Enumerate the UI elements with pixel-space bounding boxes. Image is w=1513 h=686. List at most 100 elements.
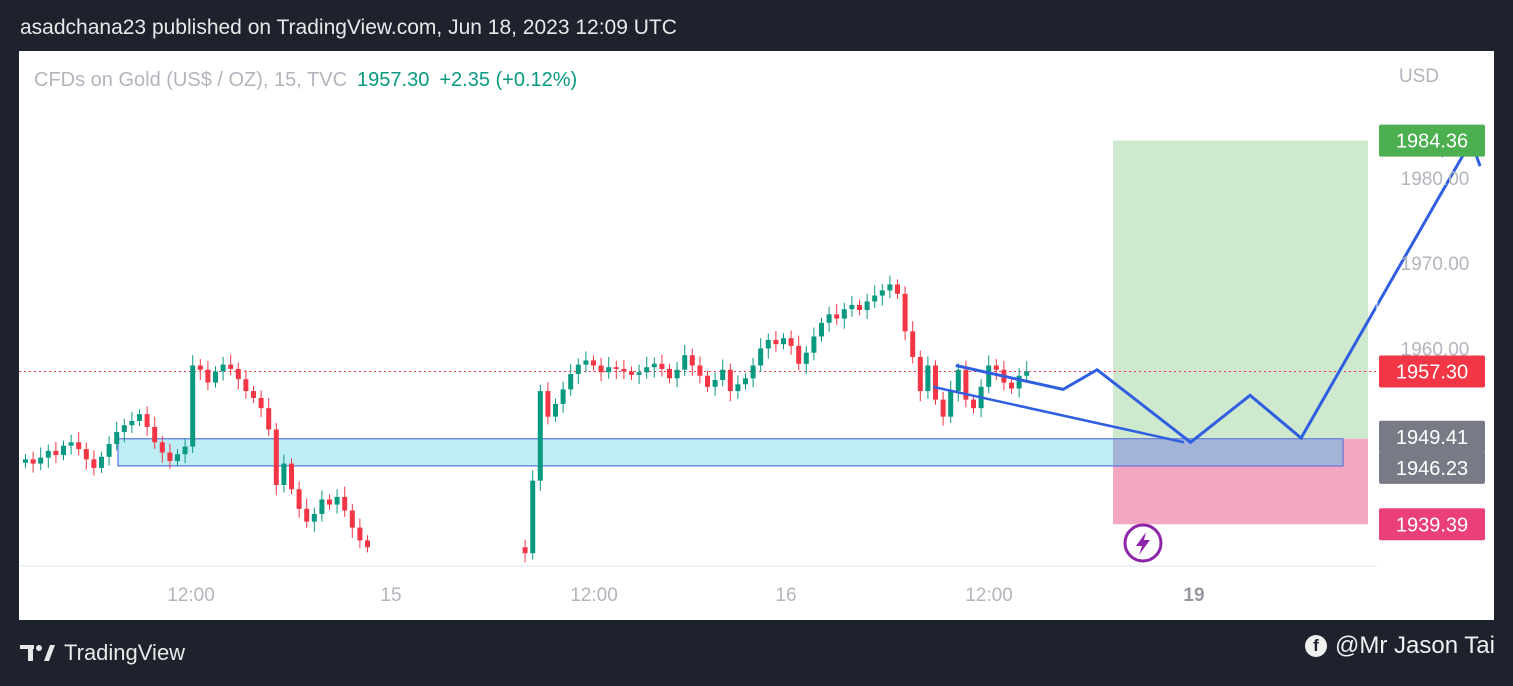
candle (61, 445, 66, 456)
candle (545, 391, 551, 417)
candle (91, 459, 97, 468)
candle (296, 489, 302, 509)
candle (537, 391, 543, 481)
price-label-text: 1939.39 (1396, 514, 1468, 536)
candle (121, 425, 127, 433)
candle (560, 389, 566, 404)
candle (522, 547, 528, 554)
candle (568, 374, 574, 390)
candle (334, 496, 340, 505)
candle (674, 369, 680, 379)
candle (811, 336, 817, 353)
candle (857, 304, 862, 311)
price-tick-label: 1970.00 (1401, 254, 1470, 275)
candle (895, 284, 900, 294)
projection-path[interactable] (955, 140, 1473, 445)
author-credit: f @Mr Jason Tai (1305, 632, 1495, 660)
time-tick-label: 16 (775, 585, 796, 606)
candle (971, 399, 976, 409)
price-label-text: 1984.36 (1396, 131, 1468, 153)
candle (553, 403, 558, 417)
candle (758, 348, 764, 366)
candle (251, 391, 256, 398)
symbol-legend: CFDs on Gold (US$ / OZ), 15, TVC 1957.30 +… (34, 69, 577, 92)
candle (682, 355, 688, 370)
candle (796, 345, 802, 364)
time-tick-label: 19 (1183, 585, 1204, 606)
facebook-icon: f (1305, 635, 1328, 657)
candle (636, 372, 642, 375)
time-tick-label: 12:00 (570, 585, 618, 606)
candle (243, 379, 249, 392)
candle (137, 414, 142, 421)
candle (159, 442, 165, 453)
candle (697, 365, 703, 376)
price-label-text: 1949.41 (1396, 427, 1468, 449)
candle (750, 365, 756, 379)
candle (735, 384, 741, 392)
candle (651, 363, 657, 368)
candle (76, 442, 82, 450)
candle (197, 365, 203, 370)
candle (53, 450, 59, 456)
bolt-icon-glyph (1136, 532, 1150, 555)
candle (689, 355, 695, 366)
candle (629, 371, 634, 375)
candle (910, 331, 916, 357)
candle (1024, 371, 1030, 376)
candle (1016, 375, 1022, 389)
tradingview-logo-icon (20, 645, 55, 661)
candle (948, 391, 954, 417)
candle (213, 371, 218, 383)
price-chart[interactable]: 1960.00 1970.00 1980.00 12:00 15 12:00 16 12:00… (19, 51, 1494, 620)
candle (38, 457, 44, 464)
chart-panel[interactable]: CFDs on Gold (US$ / OZ), 15, TVC 1957.30 +… (19, 51, 1494, 620)
time-tick-label: 15 (380, 585, 401, 606)
candle (834, 314, 840, 319)
tradingview-logo[interactable]: TradingView (20, 640, 185, 666)
candle (826, 314, 832, 323)
candle (235, 368, 241, 380)
candle (788, 338, 794, 346)
candle (175, 454, 180, 462)
candle (30, 459, 36, 464)
candle (220, 364, 226, 372)
trendline[interactable] (932, 385, 1185, 444)
candle (342, 496, 348, 511)
price-label-entry (1379, 420, 1485, 453)
candle (712, 380, 718, 387)
candle (144, 414, 150, 427)
candle (106, 443, 112, 457)
candle (258, 397, 264, 409)
candle (621, 368, 627, 372)
candle (99, 456, 104, 468)
candle (705, 375, 710, 387)
publish-info: asadchana23 published on TradingView.com… (20, 16, 677, 39)
candle (591, 360, 596, 366)
candle (304, 508, 310, 522)
candle (205, 369, 211, 383)
candle (993, 365, 999, 370)
candle (129, 420, 135, 426)
candle (955, 369, 961, 392)
candle (598, 365, 604, 373)
candle (940, 399, 946, 417)
candle (781, 338, 786, 345)
candle (357, 527, 363, 541)
candle (727, 369, 733, 392)
time-tick-label: 12:00 (167, 585, 215, 606)
legend-change: +2.35 (+0.12%) (439, 69, 578, 91)
price-label-stop-loss (1379, 508, 1485, 541)
candle (879, 290, 885, 296)
candle (45, 450, 51, 458)
candle (963, 369, 969, 400)
candle (190, 365, 196, 447)
currency-label: USD (1398, 66, 1439, 87)
legend-price: 1957.30 (357, 69, 430, 91)
candle (1009, 382, 1014, 389)
candle (613, 367, 619, 369)
candle (68, 442, 74, 446)
candle (83, 449, 89, 460)
candle (917, 356, 923, 392)
tradingview-brand: TradingView (64, 640, 186, 665)
